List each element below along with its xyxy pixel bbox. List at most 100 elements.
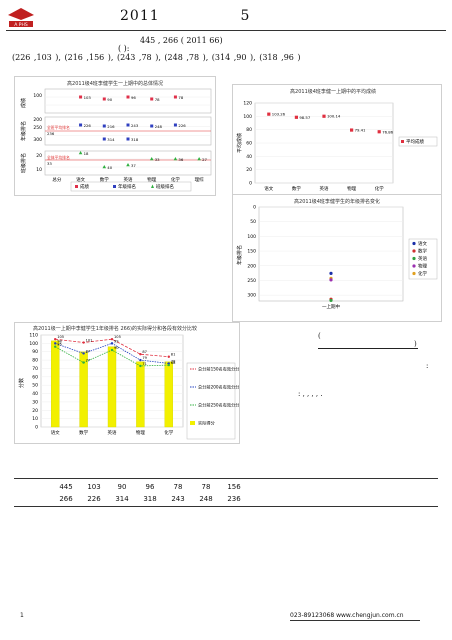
chart4-series-label: 99 — [114, 339, 119, 343]
chart1-class-point — [79, 123, 83, 127]
chart1-x-tick-label: 语文 — [76, 176, 85, 183]
table-cell: 445 — [59, 483, 73, 491]
chart1-grade-point — [197, 157, 201, 161]
chart4-x-tick-label: 语文 — [51, 429, 60, 436]
chart3-legend-label: 英语 — [418, 255, 427, 262]
chart4-ylabel: 分数 — [18, 378, 25, 388]
chart4-series-point — [54, 345, 57, 348]
chart1-legend-box — [70, 181, 192, 192]
chart2-legend-box — [398, 136, 438, 147]
chart4-legend-label: 总分前250名有效分分数 — [198, 402, 239, 409]
chart4-x-tick-label: 英语 — [108, 429, 117, 436]
chart4-y-tick-label: 70 — [32, 366, 38, 372]
chart4-actual-bar — [51, 340, 60, 428]
chart4-series-label: 68 — [171, 361, 176, 365]
chart1-x-tick-label: 总分 — [52, 176, 61, 183]
chart3-y-tick-label: 200 — [247, 263, 256, 269]
chart1-x-tick-label: 数学 — [100, 176, 109, 183]
chart1-class-label: 216 — [107, 124, 115, 129]
chart1-score-label: 90 — [107, 97, 112, 102]
chart1-class-label: 248 — [155, 124, 163, 129]
chart1-score-label: 103 — [84, 95, 92, 100]
chart3-plot-frame — [258, 206, 404, 302]
chart2-y-tick-label: 80 — [246, 127, 252, 133]
chart1-grade-point — [78, 151, 83, 155]
chart1-title: 高2011级4班李健学生一上期中的总体情况 — [67, 80, 163, 87]
chart1-tick-label: 20 — [36, 153, 42, 159]
chart1-grade-label: 37 — [131, 163, 136, 168]
overall-chart: 高2011级4班李健学生一上期中的总体情况 成绩 年级排名 班级排名 100 200 25… — [14, 76, 216, 196]
chart4-series-point — [167, 355, 170, 358]
chart1-legend-swatch — [151, 184, 154, 188]
table-bottom-rule — [14, 506, 438, 507]
title-rule — [6, 30, 446, 31]
table-row: 266 226 314 318 243 248 236 — [52, 493, 248, 505]
chart4-legend-label: 实际得分 — [198, 420, 216, 427]
chart4-series-line — [55, 338, 169, 358]
chart3-legend-label: 语文 — [418, 240, 427, 247]
rank-change-chart: 高2011级4班李健学生的年级排名变化 0 50 100 150 200 250 300 年级… — [232, 194, 442, 322]
chart3-data-point — [329, 278, 333, 282]
chart3-legend-swatch — [412, 249, 416, 253]
table-cell: 156 — [227, 483, 241, 491]
chart3-legend-swatch — [412, 256, 416, 261]
chart2-data-point — [377, 130, 381, 134]
chart1-grade-point — [102, 165, 107, 169]
chart4-series-label: 71 — [142, 362, 147, 366]
chart1-score-label: 78 — [178, 95, 183, 100]
chart1-score-label: 96 — [131, 95, 136, 100]
chart3-legend-label: 物理 — [418, 263, 427, 270]
footer-rule — [290, 620, 420, 621]
page-number: 1 — [20, 612, 24, 619]
chart1-class-label: 226 — [178, 123, 186, 128]
chart1-grade-label: 33 — [155, 157, 160, 162]
chart4-series-point — [139, 353, 142, 356]
table-cell: 78 — [201, 483, 211, 491]
chart2-ylabel: 平均成绩 — [236, 133, 243, 153]
chart1-ylabel-grade: 班级排名 — [20, 153, 27, 173]
chart4-y-tick-label: 50 — [32, 383, 38, 389]
chart2-y-tick-label: 120 — [243, 101, 252, 107]
chart4-title: 高2011级一上期中李健学生1年级排名 266)的实际得分和各段有效分比较 — [33, 325, 197, 332]
chart4-series-point — [110, 337, 114, 341]
chart4-series-point — [139, 358, 142, 362]
logo-text: A PHS — [14, 22, 28, 28]
chart2-data-label: 100.14 — [327, 114, 341, 119]
chart2-data-label: 79.41 — [355, 128, 366, 133]
chart4-legend-label: 总分前150名有效分分数 — [198, 366, 239, 373]
chart3-y-tick-label: 0 — [253, 205, 256, 211]
table-row: 445 103 90 96 78 78 156 — [52, 481, 248, 493]
chart4-y-tick-label: 10 — [32, 416, 38, 422]
chart1-grade-point — [126, 163, 130, 167]
chart4-x-tick-label: 化学 — [164, 429, 173, 436]
chart1-band-frame — [44, 88, 212, 114]
table-cell: 78 — [173, 483, 183, 491]
chart1-grade-label: 18 — [84, 151, 89, 156]
chart2-legend-swatch — [401, 140, 404, 143]
chart1-class-label: 318 — [131, 137, 139, 142]
chart1-tick-label: 100 — [33, 93, 42, 99]
chart1-legend-label: 成绩 — [80, 183, 89, 190]
chart1-score-point — [150, 97, 154, 101]
chart1-avg-label: 全体平均排名 — [47, 155, 70, 160]
chart1-class-point — [102, 137, 106, 141]
chart1-grade-label: 27 — [202, 157, 207, 162]
chart2-legend-label: 平均成绩 — [406, 138, 424, 145]
chart4-y-tick-label: 20 — [32, 408, 38, 414]
table-cell: 103 — [87, 483, 101, 491]
chart2-y-tick-label: 40 — [246, 154, 252, 160]
chart3-legend-swatch — [412, 241, 416, 246]
chart4-series-label: 98 — [57, 339, 62, 343]
chart1-x-tick-label: 理综 — [195, 176, 204, 183]
chart1-x-tick-label: 英语 — [124, 176, 133, 183]
chart1-score-point — [102, 97, 106, 101]
chart2-data-point — [322, 114, 326, 118]
table-top-rule — [14, 478, 438, 479]
chart3-y-tick-label: 150 — [247, 249, 256, 255]
chart4-legend-box — [186, 362, 236, 440]
chart4-y-tick-label: 30 — [32, 399, 38, 405]
chart1-tick-label: 300 — [33, 137, 42, 143]
chart4-actual-bar — [164, 361, 174, 428]
chart1-ylabel-class: 年级排名 — [20, 121, 27, 141]
chart2-data-point — [294, 115, 298, 119]
